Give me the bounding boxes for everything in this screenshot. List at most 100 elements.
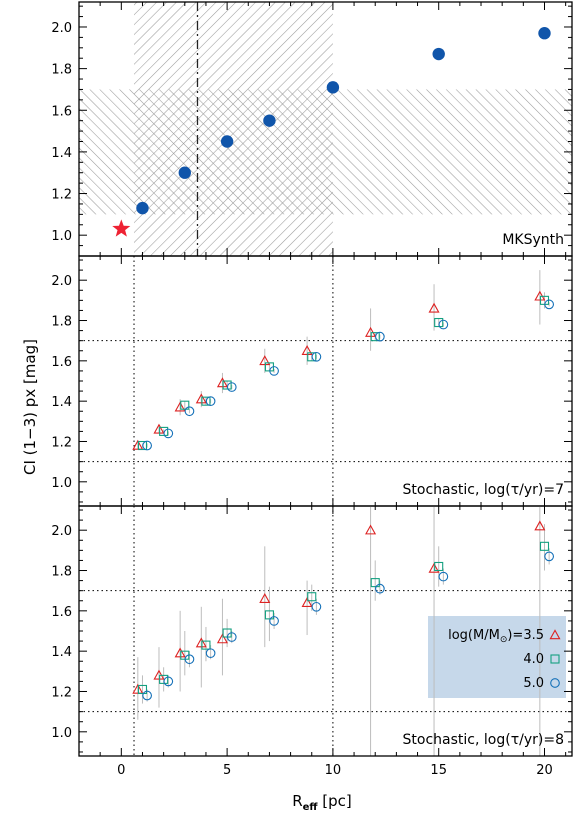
circle-marker <box>269 616 279 626</box>
circle-marker <box>375 583 385 594</box>
reference-lines <box>79 506 572 756</box>
triangle-marker <box>153 423 165 434</box>
y-tick-label: 2.0 <box>51 274 72 289</box>
triangle-marker <box>259 355 271 366</box>
triangle-marker <box>534 520 546 531</box>
circle-marker <box>142 440 152 451</box>
panel-label-tau7: Stochastic, log(τ/yr)=7 <box>403 482 564 498</box>
square-marker <box>159 674 169 684</box>
circle-marker <box>205 648 216 659</box>
square-marker <box>550 654 560 664</box>
square-marker <box>201 396 211 406</box>
triangle-marker <box>195 393 207 404</box>
y-tick-label: 2.0 <box>51 524 72 539</box>
y-tick-label: 1.6 <box>51 605 72 620</box>
error-bars <box>137 506 550 756</box>
circle-marker <box>226 382 237 392</box>
square-marker <box>222 380 232 390</box>
square-marker <box>264 610 274 620</box>
reference-lines <box>79 256 572 506</box>
circle-marker <box>438 319 449 330</box>
circle-marker <box>550 678 560 688</box>
mksynth-point <box>136 201 149 215</box>
triangle-marker <box>216 633 228 644</box>
legend-background <box>428 616 566 698</box>
triangle-marker <box>132 683 144 694</box>
hatched-region <box>79 89 572 215</box>
y-tick-label: 1.4 <box>51 395 72 410</box>
square-marker <box>137 684 148 695</box>
square-marker <box>539 541 550 551</box>
x-tick-label: 20 <box>536 763 553 778</box>
panel-stochastic-tau7: Stochastic, log(τ/yr)=7 1.0 1.2 1.4 1.6 1.8 2… <box>51 255 573 507</box>
x-tick-label: 10 <box>325 763 342 778</box>
mksynth-point <box>538 27 551 40</box>
y-tick-label: 1.2 <box>51 685 72 700</box>
square-marker <box>201 640 211 650</box>
panel-mksynth: MKSynth 1.0 1.2 1.4 1.6 1.8 2.0 <box>51 1 573 257</box>
square-marker <box>307 592 317 602</box>
panel-frame <box>78 255 573 507</box>
triangle-marker <box>195 637 207 648</box>
x-axis-label: Reff [pc] <box>292 792 352 813</box>
y-tick-label: 1.6 <box>51 355 72 370</box>
triangle-marker <box>259 593 271 603</box>
mksynth-point <box>178 166 191 179</box>
circle-marker <box>544 299 554 310</box>
circle-marker <box>544 551 554 562</box>
axis-ticks: 1.0 1.2 1.4 1.6 1.8 2.0 <box>51 256 572 506</box>
square-marker <box>137 440 148 451</box>
error-bars <box>137 270 550 450</box>
data-markers <box>132 290 554 451</box>
y-tick-label: 1.0 <box>51 229 72 244</box>
axis-ticks: 0 5 10 15 20 1.0 1.2 1.4 1.6 1.8 2.0 <box>51 506 572 778</box>
y-tick-label: 1.0 <box>51 476 72 491</box>
circle-marker <box>311 601 322 612</box>
square-marker <box>180 400 190 410</box>
square-marker <box>370 578 380 588</box>
y-tick-label: 1.0 <box>51 726 72 741</box>
y-axis-label: CI (1−3) px [mag] <box>21 339 39 475</box>
y-tick-label: 1.2 <box>51 188 72 203</box>
circle-marker <box>226 632 237 642</box>
square-marker <box>307 352 317 362</box>
y-tick-label: 1.8 <box>51 315 72 330</box>
y-tick-label: 1.6 <box>51 104 72 119</box>
x-tick-label: 5 <box>223 763 231 778</box>
y-tick-label: 1.4 <box>51 146 72 161</box>
circle-marker <box>438 571 449 582</box>
circle-marker <box>311 351 322 362</box>
x-tick-label: 15 <box>430 763 447 778</box>
legend-label: 4.0 <box>523 652 544 667</box>
circle-marker <box>184 406 195 417</box>
square-marker <box>434 317 444 328</box>
triangle-marker <box>301 597 313 608</box>
square-marker <box>434 561 444 572</box>
triangle-marker <box>174 401 186 412</box>
data-markers <box>132 520 554 701</box>
panel-label-tau8: Stochastic, log(τ/yr)=8 <box>403 732 564 748</box>
circle-marker <box>184 654 195 665</box>
mksynth-point <box>326 81 340 94</box>
circle-marker <box>205 396 216 407</box>
triangle-marker <box>132 439 144 450</box>
triangle-marker <box>428 302 440 313</box>
triangle-marker <box>216 377 228 388</box>
x-tick-label: 0 <box>117 763 125 778</box>
y-tick-label: 1.8 <box>51 63 72 78</box>
square-marker <box>370 332 380 342</box>
triangle-marker <box>365 524 377 535</box>
mksynth-point <box>220 135 234 148</box>
triangle-marker <box>301 345 313 355</box>
triangle-marker <box>549 629 561 640</box>
legend-label: log(M/M⊙)=3.5 <box>448 628 544 645</box>
mksynth-point <box>432 47 445 61</box>
axis-ticks: 1.0 1.2 1.4 1.6 1.8 2.0 <box>51 2 572 257</box>
circle-marker <box>142 690 152 701</box>
y-tick-label: 1.8 <box>51 565 72 580</box>
panel-stochastic-tau8: log(M/M⊙)=3.5 4.0 5.0 Stochastic, log(τ/yr… <box>51 505 573 778</box>
circle-marker <box>163 428 174 439</box>
legend-label: 5.0 <box>523 676 544 691</box>
panel-label-mksynth: MKSynth <box>502 232 564 248</box>
